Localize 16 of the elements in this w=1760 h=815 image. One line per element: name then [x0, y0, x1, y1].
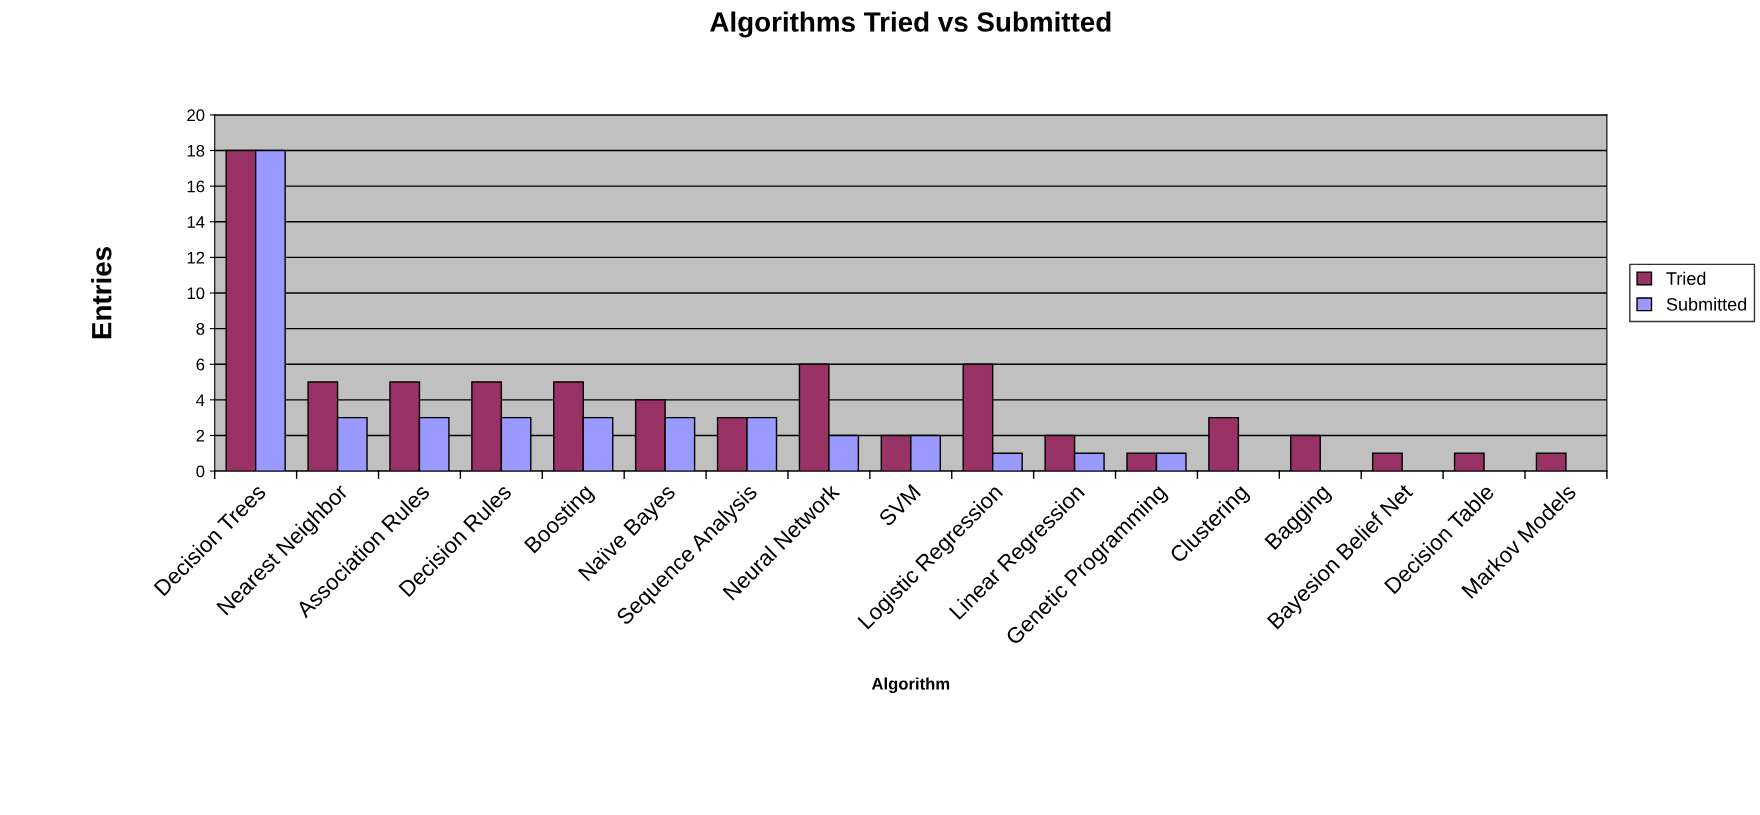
- y-tick-label: 18: [187, 144, 205, 157]
- y-tick-label: 0: [196, 465, 205, 478]
- y-tick-label: 14: [187, 216, 205, 228]
- x-axis-title: Algorithm: [871, 677, 950, 694]
- y-tick-label: 2: [196, 429, 205, 442]
- y-axis-title: Entries: [91, 247, 112, 339]
- y-tick-label: 20: [187, 109, 205, 122]
- chart-title: Algorithms Tried vs Submitted: [710, 11, 1111, 38]
- y-tick-label: 16: [187, 180, 205, 193]
- y-tick-label: 10: [187, 287, 205, 300]
- legend-label: Tried: [1666, 271, 1706, 285]
- y-tick-label: 12: [187, 251, 205, 264]
- legend-label: Submitted: [1666, 297, 1747, 311]
- y-tick-label: 6: [196, 358, 205, 371]
- y-tick-label: 4: [196, 394, 205, 406]
- y-tick-label: 8: [196, 323, 205, 335]
